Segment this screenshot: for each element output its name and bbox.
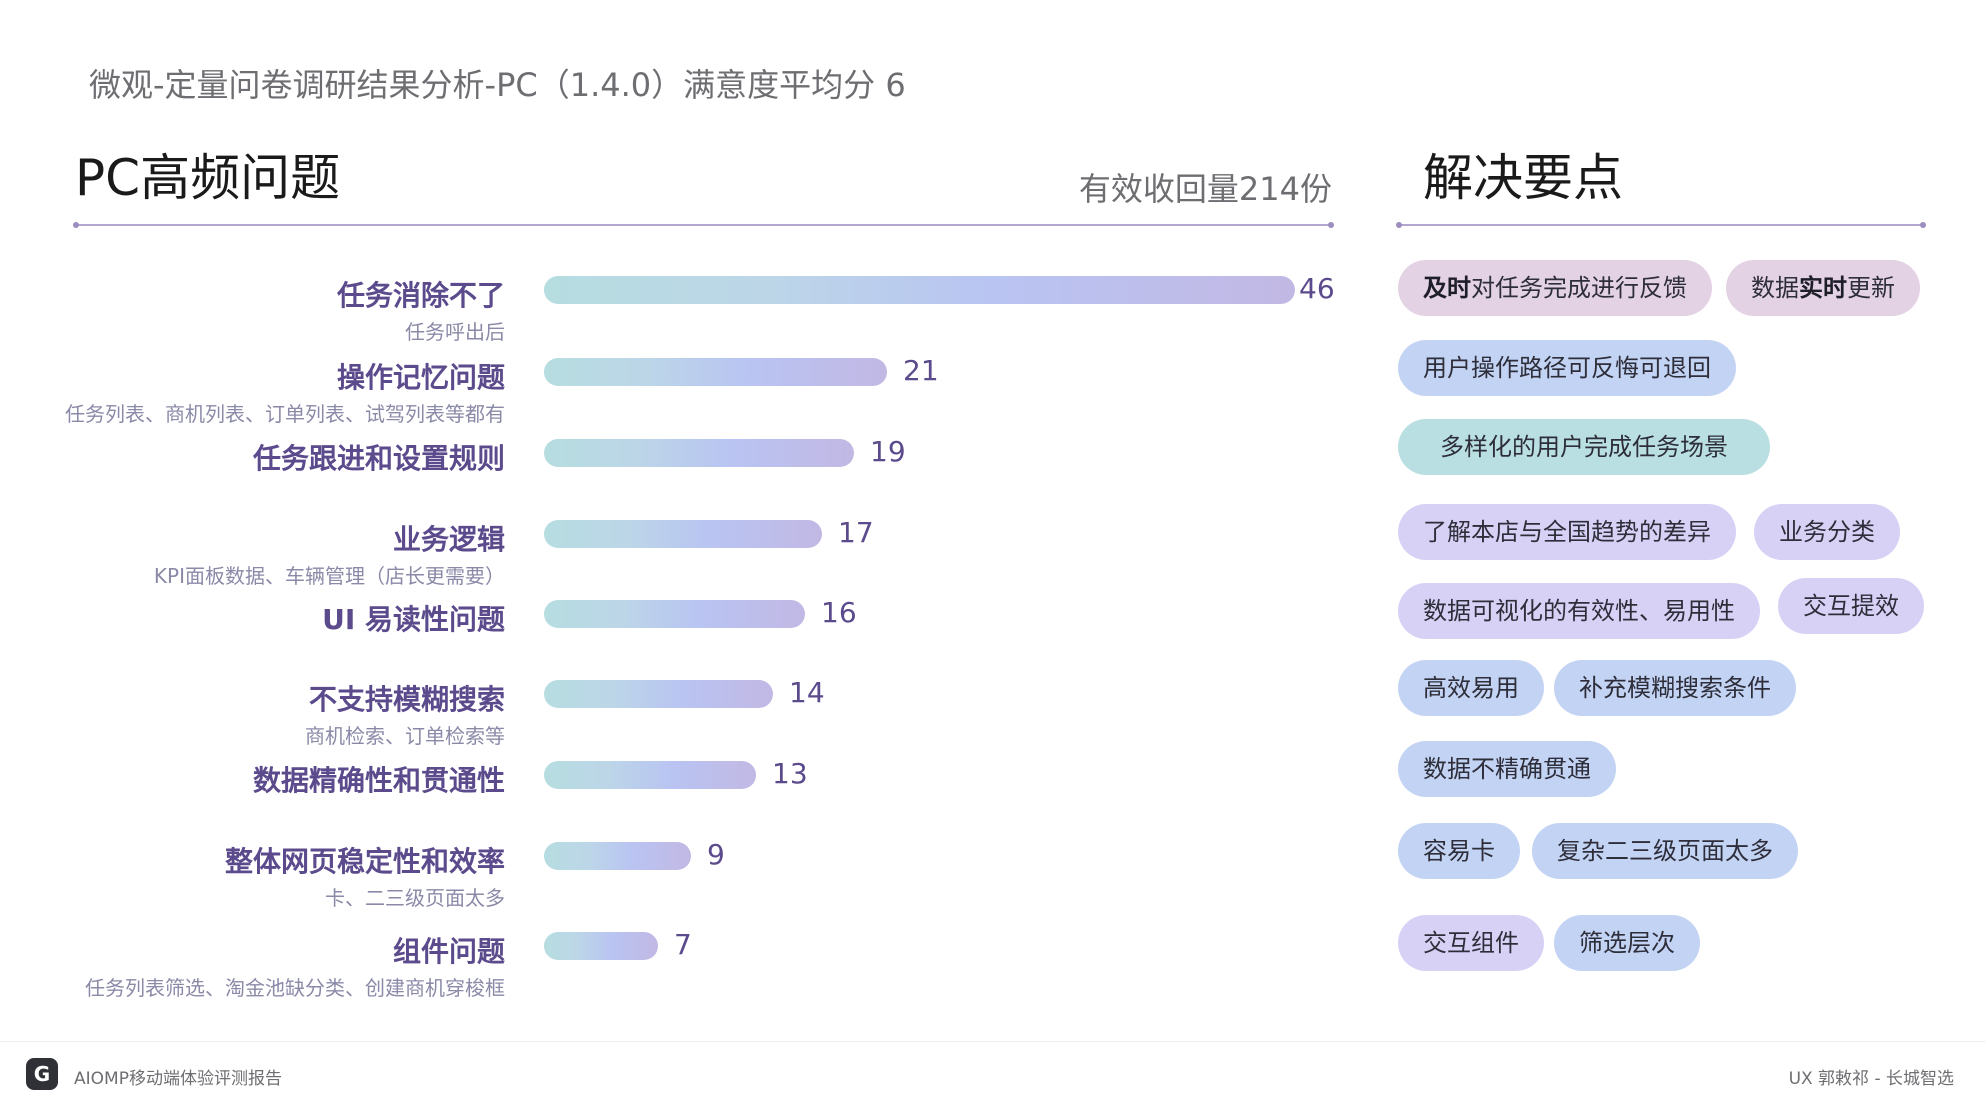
chart-row: 任务消除不了任务呼出后 46: [0, 272, 1340, 344]
category-note: 任务列表、商机列表、订单列表、试驾列表等都有: [65, 402, 505, 426]
bar-value-label: 9: [707, 838, 725, 871]
solution-chip: 容易卡: [1398, 823, 1520, 879]
solution-chip: 高效易用: [1398, 660, 1544, 716]
bar: [544, 439, 854, 467]
bar: [544, 276, 1295, 304]
chart-row: 不支持模糊搜索商机检索、订单检索等 14: [0, 676, 1340, 748]
divider-right: [1396, 222, 1926, 228]
bar-value-label: 46: [1299, 272, 1335, 305]
solution-chip: 用户操作路径可反悔可退回: [1398, 340, 1736, 396]
bar: [544, 761, 756, 789]
bar-value-label: 13: [772, 757, 808, 790]
solution-chip: 交互提效: [1778, 578, 1924, 634]
solution-chip: 数据实时更新: [1726, 260, 1920, 316]
footer-author: UX 郭敕祁 - 长城智选: [1788, 1069, 1954, 1089]
bar-value-label: 19: [870, 435, 906, 468]
bar-value-label: 21: [903, 354, 939, 387]
category-note: 任务呼出后: [405, 320, 505, 344]
category-label: 组件问题任务列表筛选、淘金池缺分类、创建商机穿梭框: [85, 930, 505, 1001]
solution-chip: 了解本店与全国趋势的差异: [1398, 504, 1736, 560]
category-name: UI 易读性问题: [322, 603, 505, 636]
bar-value-label: 14: [789, 676, 825, 709]
bar: [544, 520, 822, 548]
category-name: 数据精确性和贯通性: [252, 764, 505, 797]
category-label: 不支持模糊搜索商机检索、订单检索等: [305, 678, 505, 749]
category-label: 数据精确性和贯通性: [253, 759, 505, 799]
category-label: 任务消除不了任务呼出后: [337, 274, 505, 345]
bar: [544, 680, 773, 708]
bar: [544, 842, 691, 870]
category-label: 业务逻辑 KPI面板数据、车辆管理（店长更需要）: [154, 518, 505, 589]
category-note: KPI面板数据、车辆管理（店长更需要）: [153, 564, 505, 588]
category-name: 任务消除不了: [336, 279, 505, 312]
chart-row: 业务逻辑 KPI面板数据、车辆管理（店长更需要） 17: [0, 516, 1340, 588]
solution-chip: 及时对任务完成进行反馈: [1398, 260, 1712, 316]
category-label: UI 易读性问题: [322, 598, 505, 638]
bar: [544, 600, 805, 628]
chart-row: 操作记忆问题任务列表、商机列表、订单列表、试驾列表等都有 21: [0, 354, 1340, 426]
chart-row: 任务跟进和设置规则 19: [0, 435, 1340, 497]
bar: [544, 932, 658, 960]
category-name: 任务跟进和设置规则: [252, 442, 505, 475]
chart-row: 整体网页稳定性和效率卡、二三级页面太多 9: [0, 838, 1340, 910]
category-name: 业务逻辑: [392, 523, 505, 556]
section-title-solutions: 解决要点: [1423, 149, 1623, 207]
solution-chip: 业务分类: [1754, 504, 1900, 560]
solution-chip: 补充模糊搜索条件: [1554, 660, 1796, 716]
brand-logo: G: [26, 1058, 58, 1090]
solution-chip: 数据不精确贯通: [1398, 741, 1616, 797]
bar-value-label: 16: [821, 596, 857, 629]
category-name: 不支持模糊搜索: [308, 683, 505, 716]
bar: [544, 358, 887, 386]
solution-chip: 多样化的用户完成任务场景: [1398, 419, 1770, 475]
divider-left: [73, 222, 1334, 228]
response-count: 有效收回量214份: [1078, 170, 1332, 208]
category-name: 操作记忆问题: [336, 361, 505, 394]
footer-report-name: AIOMP移动端体验评测报告: [74, 1069, 282, 1089]
category-label: 操作记忆问题任务列表、商机列表、订单列表、试驾列表等都有: [65, 356, 505, 427]
page-title: 微观-定量问卷调研结果分析-PC（1.4.0）满意度平均分 6: [89, 66, 906, 104]
category-note: 卡、二三级页面太多: [325, 886, 505, 910]
category-label: 整体网页稳定性和效率卡、二三级页面太多: [225, 840, 505, 911]
category-name: 整体网页稳定性和效率: [224, 845, 505, 878]
category-label: 任务跟进和设置规则: [253, 437, 505, 477]
bar-value-label: 17: [838, 516, 874, 549]
solution-chip: 复杂二三级页面太多: [1532, 823, 1798, 879]
chart-row: UI 易读性问题 16: [0, 596, 1340, 658]
category-note: 商机检索、订单检索等: [305, 724, 505, 748]
solution-chip: 交互组件: [1398, 915, 1544, 971]
solution-chip: 数据可视化的有效性、易用性: [1398, 583, 1760, 639]
bar-value-label: 7: [674, 928, 692, 961]
section-title-issues: PC高频问题: [75, 149, 341, 207]
category-name: 组件问题: [392, 935, 505, 968]
chart-row: 数据精确性和贯通性 13: [0, 757, 1340, 819]
solution-chip: 筛选层次: [1554, 915, 1700, 971]
footer-divider: [0, 1041, 1986, 1042]
chart-row: 组件问题任务列表筛选、淘金池缺分类、创建商机穿梭框 7: [0, 928, 1340, 1000]
category-note: 任务列表筛选、淘金池缺分类、创建商机穿梭框: [85, 976, 505, 1000]
